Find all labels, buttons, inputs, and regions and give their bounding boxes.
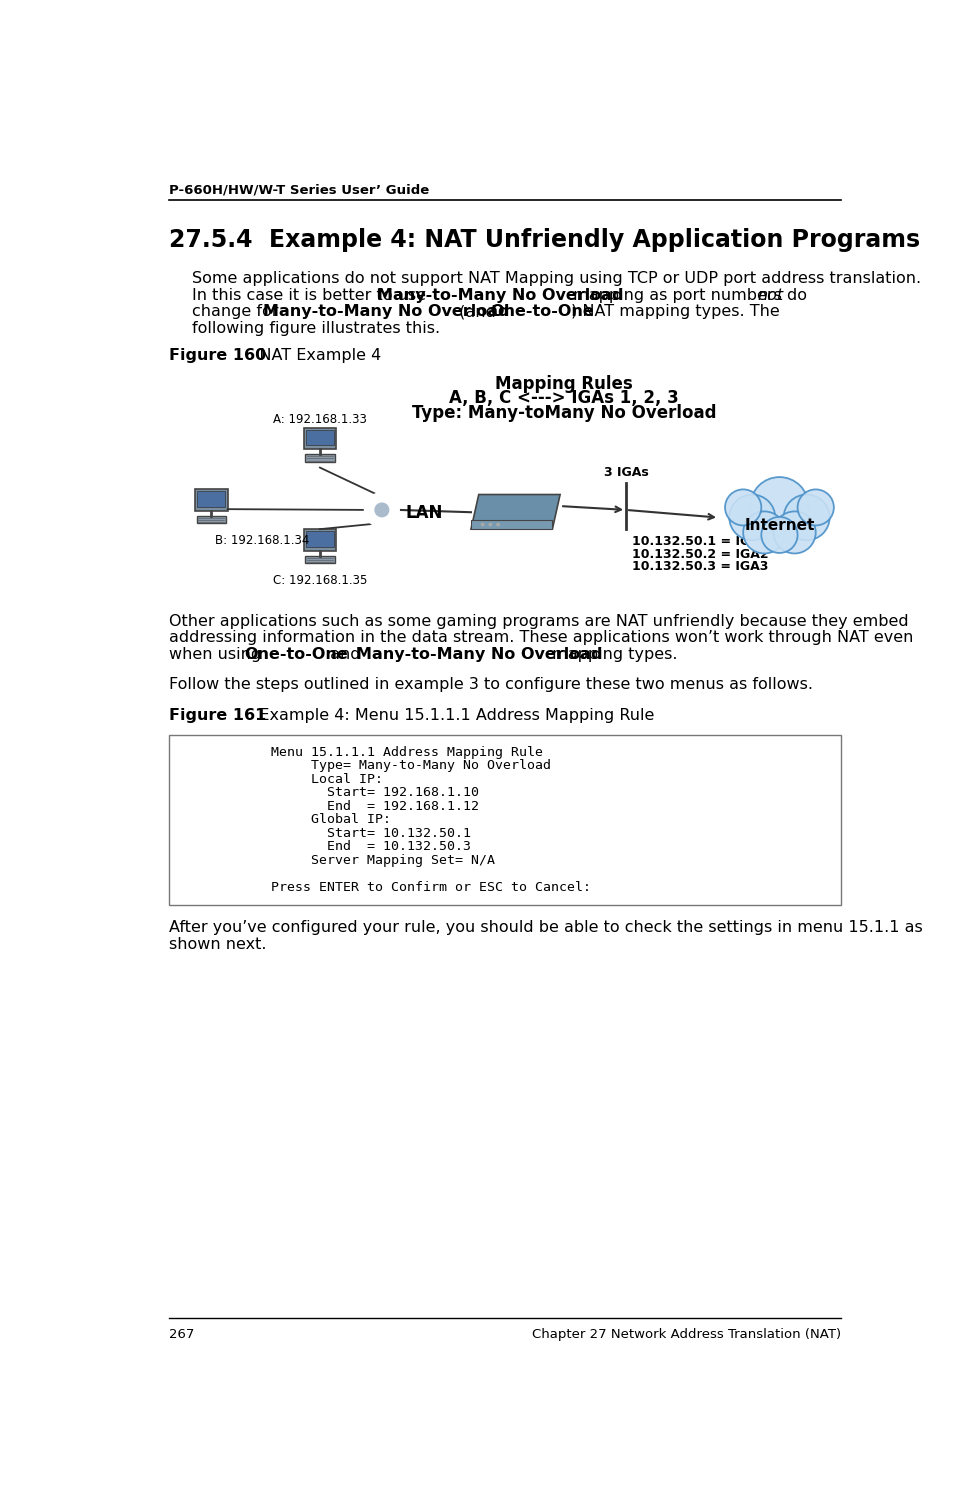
FancyBboxPatch shape (303, 529, 336, 550)
Text: (and: (and (453, 304, 500, 319)
Text: One-to-One: One-to-One (244, 646, 348, 661)
Text: Start= 192.168.1.10: Start= 192.168.1.10 (175, 786, 479, 800)
Circle shape (743, 511, 785, 553)
Text: Example 4: Menu 15.1.1.1 Address Mapping Rule: Example 4: Menu 15.1.1.1 Address Mapping… (244, 708, 654, 723)
Circle shape (488, 523, 491, 526)
FancyBboxPatch shape (306, 532, 333, 547)
FancyBboxPatch shape (194, 488, 228, 511)
Circle shape (783, 494, 828, 540)
Text: Figure 161: Figure 161 (169, 708, 266, 723)
Text: Type= Many-to-Many No Overload: Type= Many-to-Many No Overload (175, 759, 550, 773)
Polygon shape (471, 494, 560, 529)
Text: B: 192.168.1.34: B: 192.168.1.34 (215, 534, 310, 547)
Text: and: and (324, 646, 364, 661)
Text: End  = 10.132.50.3: End = 10.132.50.3 (175, 840, 471, 854)
Text: Internet: Internet (743, 519, 814, 534)
Circle shape (724, 490, 760, 526)
Circle shape (496, 523, 499, 526)
Text: End  = 192.168.1.12: End = 192.168.1.12 (175, 800, 479, 813)
Text: ) NAT mapping types. The: ) NAT mapping types. The (571, 304, 779, 319)
Text: After you’ve configured your rule, you should be able to check the settings in m: After you’ve configured your rule, you s… (169, 920, 921, 935)
Text: Some applications do not support NAT Mapping using TCP or UDP port address trans: Some applications do not support NAT Map… (191, 271, 920, 286)
Text: Menu 15.1.1.1 Address Mapping Rule: Menu 15.1.1.1 Address Mapping Rule (175, 745, 542, 759)
Circle shape (374, 504, 388, 517)
Circle shape (729, 494, 775, 540)
Circle shape (783, 494, 828, 540)
Text: P-660H/HW/W-T Series User’ Guide: P-660H/HW/W-T Series User’ Guide (169, 183, 429, 197)
FancyBboxPatch shape (196, 516, 226, 523)
Circle shape (749, 476, 808, 535)
Circle shape (760, 517, 797, 553)
Text: Follow the steps outlined in example 3 to configure these two menus as follows.: Follow the steps outlined in example 3 t… (169, 678, 812, 693)
FancyBboxPatch shape (303, 427, 336, 449)
FancyBboxPatch shape (169, 735, 840, 905)
Text: Global IP:: Global IP: (175, 813, 391, 827)
Text: 10.132.50.1 = IGA1: 10.132.50.1 = IGA1 (631, 535, 768, 549)
Text: shown next.: shown next. (169, 936, 266, 951)
Circle shape (797, 490, 833, 526)
Circle shape (749, 476, 808, 535)
Polygon shape (471, 520, 552, 529)
Circle shape (773, 511, 815, 553)
Text: mapping types.: mapping types. (546, 646, 677, 661)
Text: Press ENTER to Confirm or ESC to Cancel:: Press ENTER to Confirm or ESC to Cancel: (175, 881, 590, 894)
Text: 3 IGAs: 3 IGAs (603, 466, 648, 479)
Text: In this case it is better to use: In this case it is better to use (191, 287, 431, 302)
Text: Many-to-Many No Overload: Many-to-Many No Overload (356, 646, 602, 661)
Text: A: 192.168.1.33: A: 192.168.1.33 (273, 413, 366, 425)
Text: mapping as port numbers do: mapping as port numbers do (568, 287, 812, 302)
Text: Server Mapping Set= N/A: Server Mapping Set= N/A (175, 854, 494, 867)
Text: not: not (757, 287, 783, 302)
Text: 27.5.4  Example 4: NAT Unfriendly Application Programs: 27.5.4 Example 4: NAT Unfriendly Applica… (169, 228, 919, 253)
Text: NAT Example 4: NAT Example 4 (244, 349, 381, 364)
Text: Type: Many-toMany No Overload: Type: Many-toMany No Overload (411, 404, 715, 422)
Text: Chapter 27 Network Address Translation (NAT): Chapter 27 Network Address Translation (… (531, 1327, 840, 1341)
Circle shape (481, 523, 484, 526)
Circle shape (724, 490, 760, 526)
Circle shape (729, 494, 775, 540)
Text: C: 192.168.1.35: C: 192.168.1.35 (273, 574, 366, 586)
FancyBboxPatch shape (306, 430, 333, 445)
Text: Local IP:: Local IP: (175, 773, 383, 786)
Text: change for: change for (191, 304, 283, 319)
FancyBboxPatch shape (305, 556, 334, 564)
Text: when using: when using (169, 646, 266, 661)
Text: Start= 10.132.50.1: Start= 10.132.50.1 (175, 827, 471, 840)
Circle shape (773, 511, 815, 553)
Circle shape (797, 490, 833, 526)
Text: following figure illustrates this.: following figure illustrates this. (191, 320, 440, 335)
Circle shape (364, 493, 399, 528)
FancyBboxPatch shape (305, 454, 334, 461)
Text: Mapping Rules: Mapping Rules (494, 376, 632, 394)
Circle shape (760, 517, 797, 553)
Text: Many-to-Many No Overload: Many-to-Many No Overload (377, 287, 623, 302)
Text: Many-to-Many No Overload: Many-to-Many No Overload (263, 304, 509, 319)
Text: Figure 160: Figure 160 (169, 349, 266, 364)
Text: LAN: LAN (404, 504, 442, 522)
Text: A, B, C <---> IGAs 1, 2, 3: A, B, C <---> IGAs 1, 2, 3 (448, 389, 678, 407)
Text: addressing information in the data stream. These applications won’t work through: addressing information in the data strea… (169, 630, 913, 645)
Text: 10.132.50.2 = IGA2: 10.132.50.2 = IGA2 (631, 547, 768, 561)
Text: Other applications such as some gaming programs are NAT unfriendly because they : Other applications such as some gaming p… (169, 613, 908, 628)
Circle shape (743, 511, 785, 553)
FancyBboxPatch shape (197, 491, 225, 507)
Text: One-to-One: One-to-One (489, 304, 593, 319)
Text: 10.132.50.3 = IGA3: 10.132.50.3 = IGA3 (631, 561, 768, 573)
Text: 267: 267 (169, 1327, 193, 1341)
